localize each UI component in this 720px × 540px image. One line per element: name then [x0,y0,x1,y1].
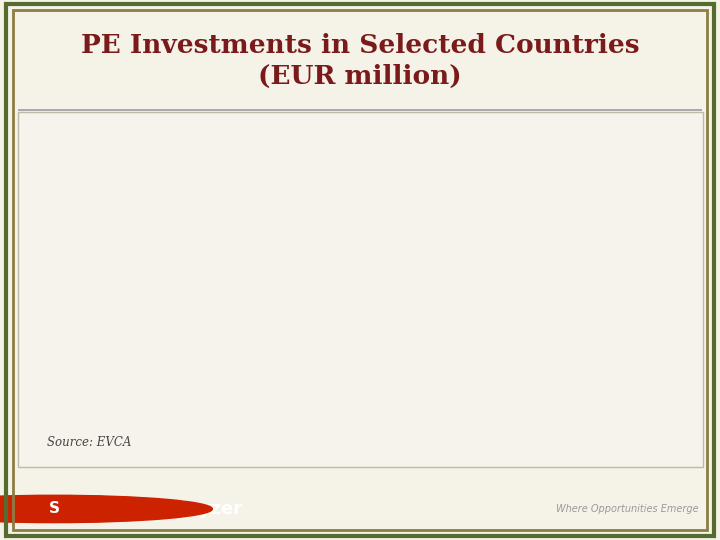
Bar [554,373,585,405]
Text: 130.0: 130.0 [278,302,288,332]
Bar [439,400,469,405]
Bar [97,378,127,405]
Circle shape [0,495,212,523]
Text: PE Investments in Selected Countries
(EUR million): PE Investments in Selected Countries (EU… [81,33,639,89]
Bar [212,342,243,405]
Bar [354,373,384,405]
Bar [127,376,157,405]
Bar [268,230,298,405]
Text: 4.0: 4.0 [620,379,630,395]
Legend: 2004, 2005: 2004, 2005 [616,128,692,175]
Bar [640,373,670,405]
Text: 23.9: 23.9 [364,377,374,401]
Bar [384,326,413,405]
Text: S: S [48,502,60,516]
Text: 4.2: 4.2 [449,379,459,395]
Text: 154.0: 154.0 [308,285,318,318]
Text: Where Opportunities Emerge: Where Opportunities Emerge [556,504,698,514]
Text: Source: EVCA: Source: EVCA [47,435,131,449]
Text: 46.7: 46.7 [222,361,233,387]
Bar [524,399,554,405]
Text: 4.5: 4.5 [534,378,544,395]
Text: 24.2: 24.2 [564,376,575,402]
Text: 24.1: 24.1 [650,376,660,402]
Bar [469,403,499,405]
Bar [182,276,212,405]
Text: 20.1: 20.1 [107,380,117,403]
Bar [298,197,328,405]
Bar [610,400,640,405]
Text: 95.7: 95.7 [192,329,202,352]
Text: 21.4: 21.4 [137,377,147,403]
Text: SigmaBleyzer: SigmaBleyzer [104,500,243,518]
Text: 58.3: 58.3 [393,353,403,379]
Text: 1.4: 1.4 [479,382,489,399]
